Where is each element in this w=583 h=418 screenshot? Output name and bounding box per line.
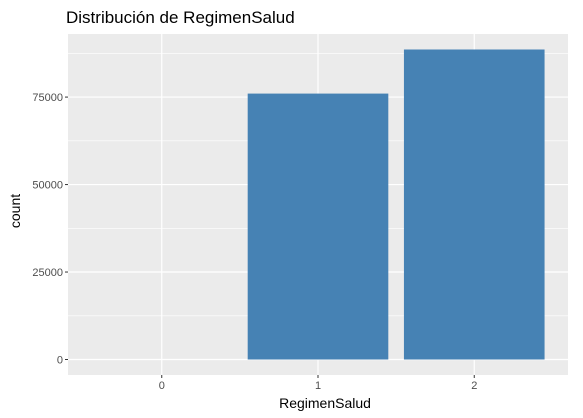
bar-2 [403, 49, 545, 360]
y-tick-label: 75000 [32, 92, 63, 104]
x-axis-title: RegimenSalud [279, 395, 371, 411]
y-axis: 0 25000 50000 75000 [32, 92, 68, 367]
y-tick-label: 0 [57, 355, 63, 367]
x-tick-label: 1 [315, 380, 321, 392]
x-tick-label: 2 [471, 380, 477, 392]
bars [247, 49, 545, 360]
bar-1 [247, 93, 389, 360]
chart-title: Distribución de RegimenSalud [66, 8, 295, 27]
y-axis-title: count [7, 194, 23, 228]
y-tick-label: 50000 [32, 180, 63, 192]
x-tick-label: 0 [159, 380, 165, 392]
y-tick-label: 25000 [32, 267, 63, 279]
x-axis: 0 1 2 [159, 375, 477, 392]
